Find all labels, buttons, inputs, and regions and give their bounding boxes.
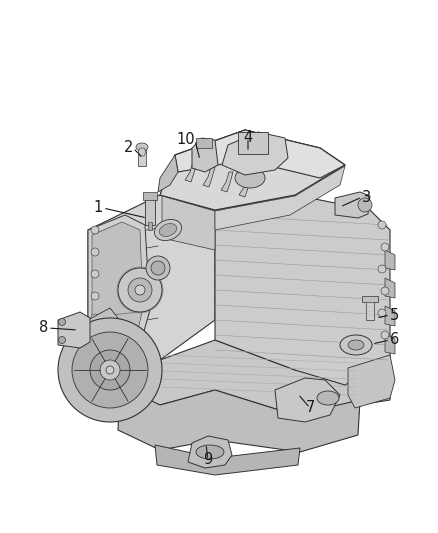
Circle shape	[118, 268, 162, 312]
Circle shape	[378, 265, 386, 273]
Circle shape	[91, 248, 99, 256]
Ellipse shape	[317, 391, 339, 405]
Circle shape	[91, 270, 99, 278]
Circle shape	[378, 221, 386, 229]
Text: 7: 7	[305, 400, 314, 416]
Polygon shape	[348, 355, 395, 408]
Circle shape	[91, 292, 99, 300]
Polygon shape	[385, 250, 395, 270]
Text: 8: 8	[39, 320, 48, 335]
Polygon shape	[160, 130, 345, 210]
Polygon shape	[88, 215, 150, 345]
Polygon shape	[158, 155, 178, 192]
Polygon shape	[88, 195, 215, 360]
Ellipse shape	[196, 445, 224, 459]
Text: 10: 10	[177, 133, 195, 148]
Polygon shape	[249, 160, 269, 195]
Text: 9: 9	[203, 453, 212, 467]
Polygon shape	[160, 130, 345, 210]
Polygon shape	[175, 130, 345, 178]
Bar	[238, 132, 268, 154]
Circle shape	[135, 285, 145, 295]
Polygon shape	[58, 312, 90, 348]
Polygon shape	[215, 166, 345, 230]
Text: 6: 6	[390, 333, 399, 348]
Polygon shape	[271, 160, 291, 195]
Bar	[143, 192, 157, 200]
Polygon shape	[335, 192, 370, 218]
Polygon shape	[222, 132, 288, 175]
Polygon shape	[385, 306, 395, 326]
Text: 5: 5	[390, 308, 399, 322]
Text: 2: 2	[124, 141, 133, 156]
Circle shape	[100, 360, 120, 380]
Circle shape	[381, 243, 389, 251]
Circle shape	[106, 366, 114, 374]
Ellipse shape	[155, 220, 182, 240]
Circle shape	[128, 278, 152, 302]
Circle shape	[381, 287, 389, 295]
Text: 1: 1	[94, 200, 103, 215]
Bar	[366, 298, 374, 320]
Polygon shape	[293, 160, 313, 195]
Circle shape	[378, 309, 386, 317]
Bar	[148, 222, 152, 230]
Polygon shape	[155, 445, 300, 475]
Circle shape	[381, 331, 389, 339]
Polygon shape	[92, 222, 143, 338]
Text: 4: 4	[244, 131, 253, 146]
Polygon shape	[183, 160, 203, 195]
Circle shape	[59, 319, 66, 326]
Polygon shape	[275, 378, 340, 422]
Polygon shape	[185, 162, 197, 182]
Text: 3: 3	[362, 190, 371, 205]
Ellipse shape	[348, 340, 364, 350]
Ellipse shape	[151, 261, 165, 275]
Polygon shape	[203, 167, 215, 187]
Polygon shape	[118, 385, 360, 452]
Polygon shape	[239, 177, 251, 197]
Ellipse shape	[340, 335, 372, 355]
Ellipse shape	[146, 256, 170, 280]
Polygon shape	[88, 365, 140, 420]
Ellipse shape	[159, 223, 177, 237]
Circle shape	[72, 332, 148, 408]
Ellipse shape	[136, 143, 148, 151]
Polygon shape	[88, 308, 118, 352]
Polygon shape	[192, 138, 218, 172]
Polygon shape	[215, 195, 390, 385]
Circle shape	[91, 314, 99, 322]
Circle shape	[58, 318, 162, 422]
Polygon shape	[85, 342, 128, 398]
Polygon shape	[227, 160, 247, 195]
Polygon shape	[385, 278, 395, 298]
Bar	[145, 195, 155, 225]
Polygon shape	[88, 340, 390, 415]
Polygon shape	[188, 436, 232, 468]
Polygon shape	[221, 172, 233, 192]
Ellipse shape	[235, 168, 265, 188]
Polygon shape	[162, 196, 215, 250]
Circle shape	[90, 350, 130, 390]
Polygon shape	[138, 148, 146, 156]
Circle shape	[59, 336, 66, 343]
Bar	[362, 296, 378, 302]
Polygon shape	[205, 160, 225, 195]
Circle shape	[91, 226, 99, 234]
Circle shape	[358, 198, 372, 212]
Polygon shape	[385, 334, 395, 354]
Bar	[138, 148, 146, 166]
Bar	[196, 138, 212, 148]
